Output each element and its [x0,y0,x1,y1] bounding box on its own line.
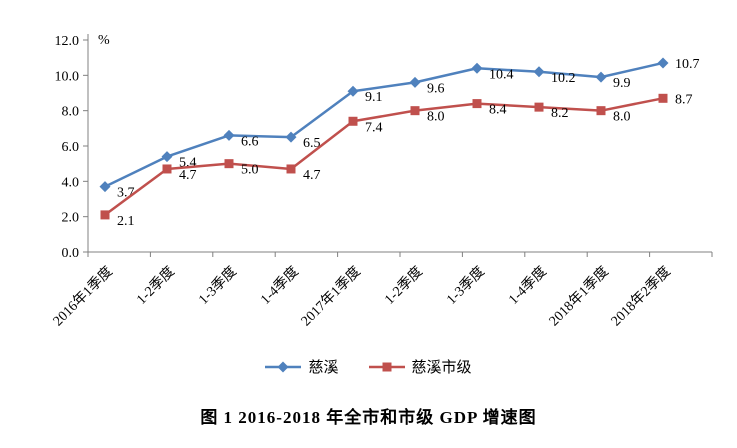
x-axis-label: 2016年1季度 [50,264,116,330]
series-line-2 [104,97,664,216]
x-axis-label: 1-2季度 [382,264,426,308]
x-axis-label: 2017年1季度 [298,264,364,330]
marker-diamond-icon [657,57,669,69]
data-label: 9.9 [613,76,631,91]
marker-diamond-icon [223,129,235,141]
chart-legend: 慈溪 慈溪市级 [0,356,737,377]
data-label: 8.2 [551,106,569,121]
marker-square-icon [410,106,420,116]
x-axis-label: 2018年1季度 [546,264,612,330]
marker-square-icon [100,210,110,220]
data-label: 6.5 [303,136,321,151]
marker-diamond-icon [471,62,483,74]
marker-square-icon [348,116,358,126]
legend-label-cixi-city-level: 慈溪市级 [411,360,472,376]
data-label: 10.4 [489,67,514,82]
x-axis-label: 1-3季度 [444,264,488,308]
data-label: 7.4 [365,120,383,135]
marker-square-icon [472,99,482,109]
legend-item-cixi-city-level: 慈溪市级 [368,356,472,377]
data-label: 4.7 [303,168,321,183]
legend-marker-cixi-icon [265,361,302,372]
marker-diamond-icon [595,71,607,83]
marker-square-icon [286,164,296,174]
marker-square-icon [658,93,668,103]
marker-square-icon [224,159,234,169]
marker-diamond-icon [347,85,359,97]
legend-square-icon [382,362,391,371]
series-line-1 [104,61,664,188]
data-label: 4.7 [179,168,197,183]
x-axis-label: 1-4季度 [506,264,550,308]
x-axis-label: 1-4季度 [258,264,302,308]
data-label: 8.0 [613,110,631,125]
y-tick-label: 12.0 [55,34,80,49]
data-label: 9.6 [427,81,445,96]
data-label: 9.1 [365,90,383,105]
data-label: 8.4 [489,103,507,118]
legend-diamond-icon [277,361,289,372]
y-tick-label: 8.0 [62,105,80,120]
figure-caption: 图 1 2016-2018 年全市和市级 GDP 增速图 [200,408,537,427]
marker-square-icon [534,102,544,112]
marker-diamond-icon [409,76,421,88]
x-axis-label: 2018年2季度 [608,264,674,330]
y-tick-label: 2.0 [62,211,80,226]
marker-diamond-icon [99,181,111,193]
y-tick-label: 6.0 [62,140,80,155]
marker-square-icon [596,106,606,116]
line-chart-canvas: 0.0 2.0 4.0 6.0 8.0 10.0 12.0 % 2016年1季度 1-2季度 1-3… [50,33,713,330]
legend-item-cixi: 慈溪 [265,356,339,377]
marker-diamond-icon [285,131,297,143]
x-axis-label: 1-2季度 [134,264,178,308]
marker-square-icon [162,164,172,174]
data-label: 8.7 [675,92,693,107]
data-label: 6.6 [241,134,259,149]
legend-marker-cixi-city-level-icon [368,362,405,371]
data-label: 8.0 [427,110,445,125]
data-label: 2.1 [117,214,135,229]
y-tick-label: 0.0 [62,246,80,261]
y-tick-label: 4.0 [62,175,80,190]
data-label: 10.2 [551,71,576,86]
x-axis-label: 1-3季度 [196,264,240,308]
y-tick-label: 10.0 [55,69,80,84]
data-label: 5.0 [241,163,259,178]
y-axis-unit-label: % [98,33,110,48]
marker-diamond-icon [161,151,173,163]
data-label: 10.7 [675,57,700,72]
legend-label-cixi: 慈溪 [308,360,339,376]
marker-diamond-icon [533,66,545,78]
